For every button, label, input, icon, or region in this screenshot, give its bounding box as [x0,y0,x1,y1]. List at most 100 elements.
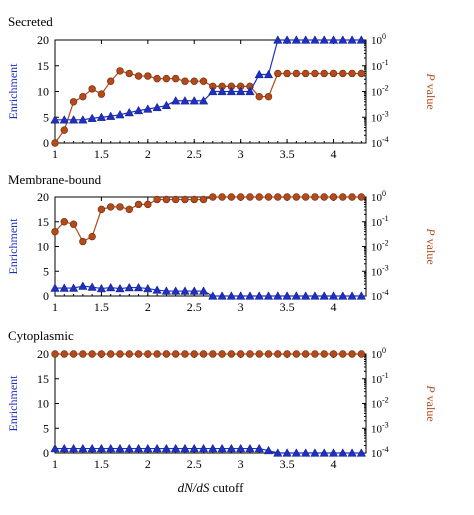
p-value-point [51,139,59,147]
enrichment-point [291,35,301,44]
p-value-point [162,350,171,358]
p-value-point [116,203,124,211]
p-value-point [218,193,226,201]
p-value-point [301,193,310,201]
y-right-tick-label: 100 [371,32,386,47]
y-right-axis-label: P value [424,72,438,109]
p-value-point [320,193,328,201]
enrichment-point [87,443,97,453]
p-value-point [116,350,124,358]
y-left-tick-label: 20 [37,33,49,47]
enrichment-point [273,35,283,44]
x-tick-label: 4 [331,147,337,161]
p-value-point [329,350,338,358]
y-left-axis-label: Enrichment [6,375,20,432]
y-right-tick-label: 10-2 [371,84,389,99]
enrichment-point [143,104,153,113]
y-left-tick-label: 5 [43,421,49,435]
p-value-point [199,350,208,358]
enrichment-point [319,448,329,457]
y-left-tick-label: 20 [37,347,49,361]
p-value-point [357,69,366,78]
p-value-point [190,77,198,85]
enrichment-point [189,96,199,105]
p-value-point [283,350,291,358]
p-value-point [301,350,310,358]
p-value-point [171,74,180,83]
p-value-point [51,227,59,236]
enrichment-line [55,447,362,454]
enrichment-point [198,286,209,295]
y-left-axis-label: Enrichment [6,63,20,120]
enrichment-point [282,291,292,300]
x-tick-label: 1 [52,457,58,471]
p-value-point [134,72,143,80]
y-left-tick-label: 0 [43,446,49,460]
p-value-point [125,69,133,78]
p-value-point [144,72,152,80]
enrichment-line [55,39,362,121]
p-value-point [125,205,133,214]
y-right-tick-label: 10-2 [371,396,389,411]
p-value-point [274,193,282,201]
y-left-tick-label: 15 [37,59,49,73]
p-value-point [227,193,236,201]
p-value-point [274,69,282,78]
enrichment-point [133,443,144,453]
enrichment-point [245,291,255,300]
enrichment-point [171,96,181,105]
enrichment-point [226,86,237,96]
enrichment-point [133,282,144,292]
p-value-point [153,195,161,204]
enrichment-point [254,69,264,79]
enrichment-point [301,448,311,457]
p-value-point [60,350,68,358]
enrichment-point [245,443,255,453]
p-value-point [162,74,171,83]
y-left-tick-label: 15 [37,372,49,386]
enrichment-point [356,35,366,44]
enrichment-point [338,291,348,300]
p-value-point [134,200,143,209]
p-value-point [199,77,208,85]
enrichment-point [254,291,264,300]
enrichment-point [282,448,292,457]
x-tick-label: 2.5 [187,300,202,314]
enrichment-point [328,35,339,44]
enrichment-point [236,86,246,96]
p-value-point [236,193,245,201]
x-tick-label: 2 [145,300,151,314]
p-value-point [209,350,217,358]
enrichment-point [161,286,172,295]
enrichment-point [161,443,172,453]
p-value-point [144,200,152,209]
p-value-point [292,350,301,358]
y-right-tick-label: 10-1 [371,58,389,73]
enrichment-point [68,443,79,453]
p-value-point [255,193,263,201]
enrichment-point [189,443,199,453]
enrichment-point [124,443,134,453]
p-value-point [339,350,347,358]
p-value-point [339,193,347,201]
p-value-point [190,195,198,204]
p-value-point [320,69,328,78]
p-value-point [69,350,78,358]
p-value-point [283,193,291,201]
enrichment-point [78,281,88,290]
enrichment-point [356,291,366,300]
p-value-point [97,90,106,98]
x-tick-label: 4 [331,300,337,314]
p-value-point [181,77,189,85]
p-value-point [107,350,115,358]
p-value-line [54,196,362,243]
enrichment-point [319,35,329,44]
p-value-point [209,193,217,201]
enrichment-point [59,443,69,453]
x-axis-label: dN/dS cutoff [178,480,245,495]
enrichment-point [115,109,125,119]
y-right-tick-label: 10-4 [371,445,389,460]
p-value-point [255,350,263,358]
p-value-point [69,98,78,106]
p-value-point [357,193,366,201]
